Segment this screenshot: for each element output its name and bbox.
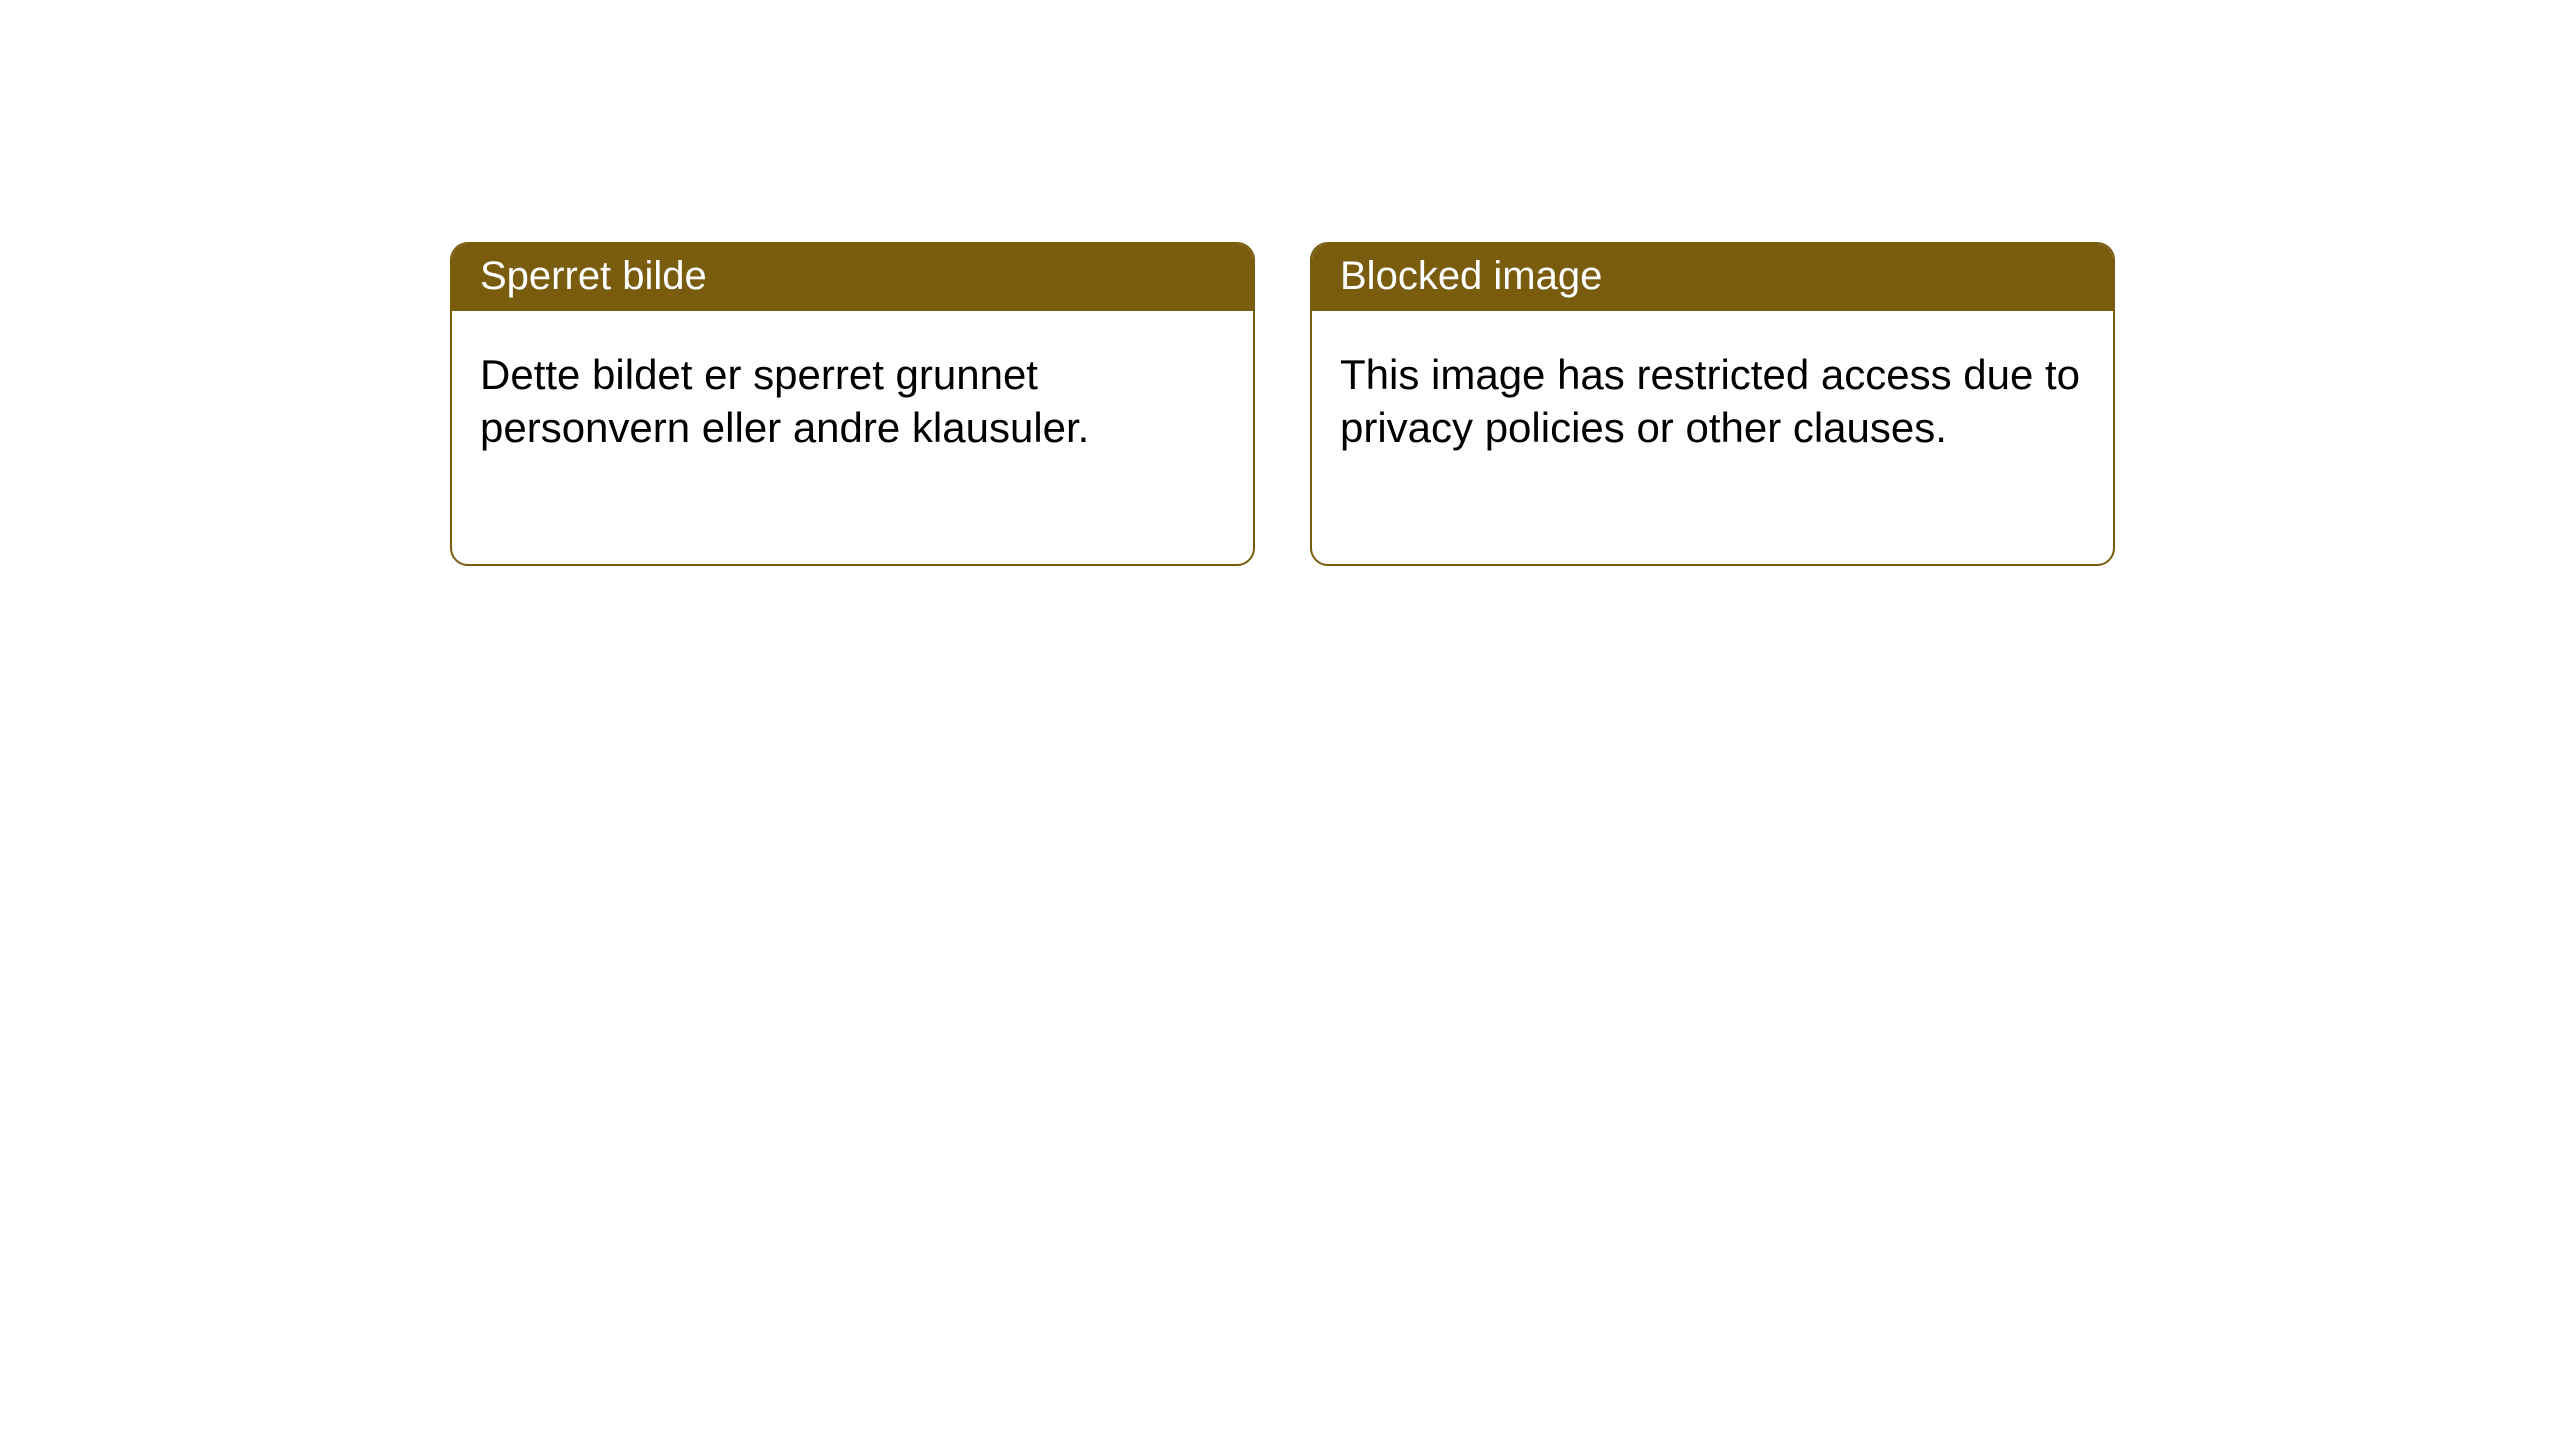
notice-card-body: This image has restricted access due to … [1312,311,2113,564]
notice-container: Sperret bilde Dette bildet er sperret gr… [0,0,2560,566]
notice-card-english: Blocked image This image has restricted … [1310,242,2115,566]
notice-card-title: Blocked image [1312,244,2113,311]
notice-card-body: Dette bildet er sperret grunnet personve… [452,311,1253,564]
notice-card-norwegian: Sperret bilde Dette bildet er sperret gr… [450,242,1255,566]
notice-card-title: Sperret bilde [452,244,1253,311]
